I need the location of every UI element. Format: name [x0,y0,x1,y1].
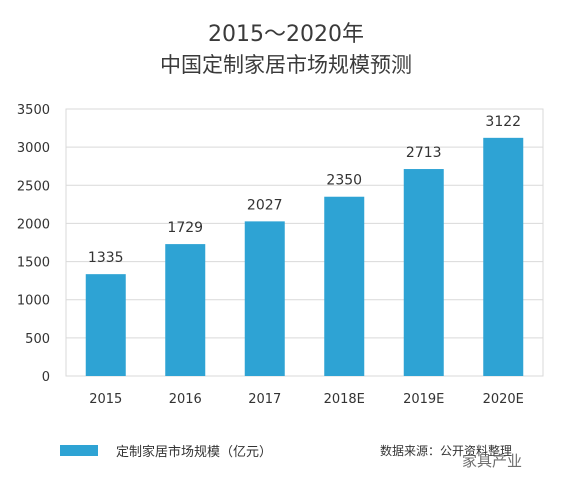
bar [483,137,524,376]
x-tick-label: 2017 [248,392,281,407]
y-tick-label: 500 [25,332,50,347]
y-tick-label: 1500 [17,256,50,271]
bar [165,244,206,376]
bar [324,196,365,376]
x-tick-label: 2018E [324,392,365,407]
y-tick-label: 0 [42,370,50,385]
y-tick-label: 3000 [17,141,50,156]
y-tick-label: 1000 [17,294,50,309]
data-label: 1729 [167,220,203,236]
bar [403,169,444,376]
chart-subtitle: 中国定制家居市场规模预测 [160,53,412,77]
x-tick-label: 2020E [483,392,524,407]
data-label: 3122 [485,114,521,130]
y-tick-label: 3500 [17,103,50,118]
y-tick-label: 2500 [17,179,50,194]
data-label: 1335 [88,250,124,266]
x-tick-label: 2016 [169,392,202,407]
legend-label: 定制家居市场规模（亿元） [116,445,273,460]
x-tick-label: 2015 [89,392,122,407]
data-label: 2713 [406,145,442,161]
plot-border [65,108,544,377]
data-label: 2027 [247,197,283,213]
x-tick-label: 2019E [403,392,444,407]
bar [85,274,126,376]
watermark: 家具产业 [462,452,523,470]
source-note: 数据来源：公开资料整理 [380,444,513,458]
chart-title: 2015～2020年 [208,22,364,47]
bar [244,221,285,376]
y-tick-label: 2000 [17,217,50,232]
data-label: 2350 [326,173,362,189]
legend-swatch [60,445,98,456]
